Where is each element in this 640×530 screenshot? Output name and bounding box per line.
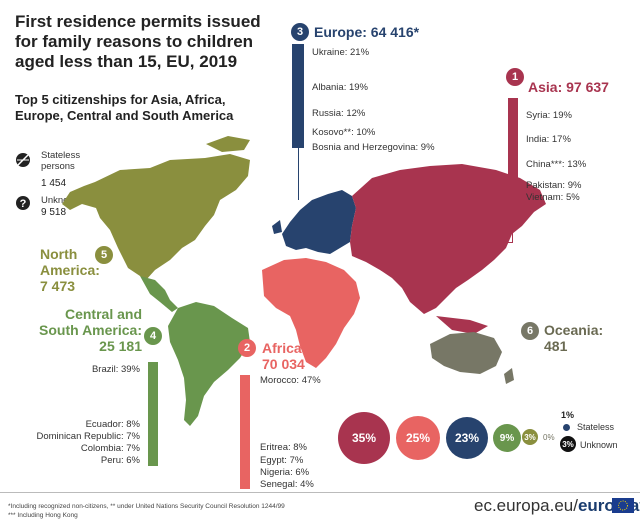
unknown-legend-label: Unknown [580, 440, 618, 450]
svg-text:?: ? [20, 198, 27, 210]
asia-citizenship-4: Pakistan: 9% [526, 180, 582, 191]
unknown-label: Unknown [41, 195, 81, 206]
eu-flag-icon [612, 498, 634, 513]
oceania-title: Oceania: 481 [544, 322, 604, 354]
stateless-value: 1 454 [41, 178, 67, 189]
central-south-america-number-badge: 4 [144, 327, 162, 345]
asia-number-badge: 1 [506, 68, 524, 86]
footnotes: *Including recognized non-citizens, ** u… [8, 503, 285, 519]
asia-title: Asia: 97 637 [528, 79, 609, 95]
oceania-number-badge: 6 [521, 322, 539, 340]
europe-bar-stack [292, 44, 304, 148]
south-america-shape [168, 302, 250, 426]
asia-citizenship-1: Syria: 19% [526, 110, 572, 121]
stateless-dot-icon [563, 424, 570, 431]
share-bubble-europe: 23% [446, 417, 488, 459]
africa-title: Africa: 70 034 [262, 340, 307, 372]
africa-citizenship-1: Morocco: 47% [260, 375, 321, 386]
csa-citizenship-4: Colombia: 7% [80, 443, 140, 454]
page-title: First residence permits issued for famil… [15, 12, 261, 71]
europe-title: Europe: 64 416* [314, 24, 420, 40]
csa-citizenship-1: Brazil: 39% [91, 364, 140, 375]
north-america-shape [62, 154, 250, 280]
europe-shape [282, 190, 356, 254]
share-bubble-central-south-america: 9% [493, 424, 521, 452]
csa-citizenship-2: Ecuador: 8% [85, 419, 140, 430]
unknown-pct-bubble: 3% [560, 436, 576, 452]
europe-leader-line [298, 148, 299, 200]
europe-citizenship-3: Russia: 12% [312, 108, 366, 119]
north-america-number-badge: 5 [95, 246, 113, 264]
csa-citizenship-3: Dominican Republic: 7% [36, 431, 141, 442]
asia-citizenship-3: China***: 13% [526, 159, 587, 170]
page-subtitle: Top 5 citizenships for Asia, Africa, Eur… [15, 92, 234, 123]
asia-leader-line [512, 202, 513, 242]
africa-shape [262, 258, 360, 368]
share-bubble-africa: 25% [396, 416, 440, 460]
asia-citizenship-5: Vietnam: 5% [526, 192, 580, 203]
africa-citizenship-3: Egypt: 7% [260, 455, 304, 466]
stateless-label: Stateless persons [41, 150, 81, 172]
asia-shape [350, 164, 546, 314]
africa-bar-stack [240, 375, 250, 489]
asia-citizenship-2: India: 17% [526, 134, 571, 145]
oceania-shape [430, 332, 502, 374]
africa-number-badge: 2 [238, 339, 256, 357]
stateless-icon [16, 153, 30, 167]
central-south-america-title: Central and South America: 25 181 [39, 306, 142, 354]
footer-divider [0, 492, 640, 493]
asia-bar-stack [508, 98, 518, 202]
share-bubble-asia: 35% [338, 412, 390, 464]
europe-citizenship-4: Kosovo**: 10% [312, 127, 376, 138]
csa-citizenship-5: Peru: 6% [100, 455, 140, 466]
europe-citizenship-2: Albania: 19% [312, 82, 368, 93]
stateless-pct: 1% [561, 410, 575, 420]
share-bubble-oceania: 0% [543, 433, 555, 442]
africa-citizenship-4: Nigeria: 6% [260, 467, 310, 478]
north-america-title: North America: 7 473 [40, 246, 100, 294]
africa-citizenship-5: Senegal: 4% [260, 479, 314, 490]
europe-number-badge: 3 [291, 23, 309, 41]
stateless-legend-label: Stateless [577, 422, 615, 432]
central-south-america-bar-stack [148, 362, 158, 466]
question-icon: ? [16, 196, 30, 210]
share-bubble-north-america: 3% [522, 429, 538, 445]
europe-citizenship-5: Bosnia and Herzegovina: 9% [312, 142, 435, 153]
world-map [62, 136, 546, 426]
europe-citizenship-1: Ukraine: 21% [312, 47, 370, 58]
unknown-value: 9 518 [41, 207, 67, 218]
africa-citizenship-2: Eritrea: 8% [260, 442, 307, 453]
